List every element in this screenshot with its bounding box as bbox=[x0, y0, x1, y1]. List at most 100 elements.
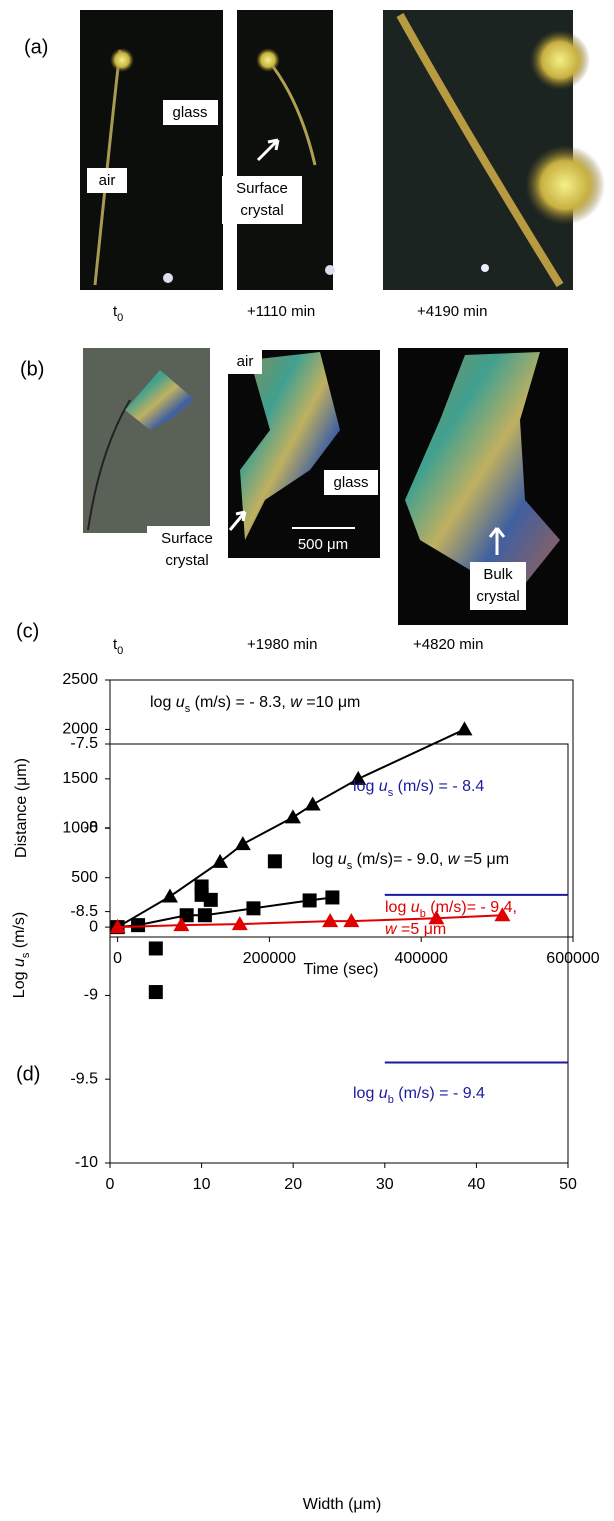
text-part: 0 bbox=[117, 645, 123, 657]
text-part: u bbox=[176, 694, 185, 711]
x-tick-label: 30 bbox=[376, 1176, 394, 1193]
y-tick-label: -8.5 bbox=[70, 903, 98, 920]
photo-label: air bbox=[237, 353, 254, 370]
photo-label: Surface bbox=[161, 530, 213, 547]
panel-label: (b) bbox=[20, 358, 44, 380]
text-part: (m/s) bbox=[11, 912, 28, 953]
x-tick-label: 50 bbox=[559, 1176, 577, 1193]
y-tick-label: -8 bbox=[84, 819, 98, 836]
annotation: log us (m/s) = - 8.4 bbox=[353, 778, 484, 799]
scale-label: 500 μm bbox=[298, 536, 348, 553]
data-point bbox=[246, 901, 261, 916]
text-part: (m/s) = - 8.3, bbox=[190, 694, 290, 711]
label-box bbox=[470, 562, 526, 610]
photo bbox=[383, 10, 605, 290]
photo-label: glass bbox=[333, 474, 368, 491]
data-point bbox=[456, 721, 473, 736]
annotation: log ub (m/s)= - 9.4, bbox=[385, 899, 517, 920]
text-part: =5 μm bbox=[397, 921, 447, 938]
data-point bbox=[212, 853, 229, 868]
time-label: +4820 min bbox=[413, 636, 483, 653]
x-tick-label: 0 bbox=[113, 950, 122, 967]
data-point bbox=[343, 913, 360, 928]
text-part: b bbox=[420, 908, 426, 920]
x-tick-label: 400000 bbox=[395, 950, 448, 967]
text-part: (m/s) = - 8.4 bbox=[393, 778, 484, 795]
data-point bbox=[350, 770, 367, 785]
data-point bbox=[161, 888, 178, 903]
photo bbox=[398, 348, 568, 625]
data-point bbox=[203, 892, 218, 907]
y-tick-label: -7.5 bbox=[70, 735, 98, 752]
text-part: +1980 min bbox=[247, 636, 317, 653]
text-part: u bbox=[379, 1085, 388, 1102]
data-point bbox=[148, 985, 163, 1000]
data-point bbox=[302, 893, 317, 908]
data-point bbox=[109, 919, 126, 934]
y-tick-label: 1500 bbox=[62, 770, 98, 787]
annotation: log us (m/s) = - 8.3, w =10 μm bbox=[150, 694, 360, 715]
time-label: +1980 min bbox=[247, 636, 317, 653]
arrow bbox=[488, 527, 506, 555]
text-part: u bbox=[11, 958, 28, 967]
text-part: log bbox=[150, 694, 176, 711]
text-part: Log bbox=[11, 967, 28, 998]
text-part: s bbox=[185, 703, 191, 715]
text-part: 0 bbox=[117, 312, 123, 324]
x-tick-label: 600000 bbox=[546, 950, 599, 967]
y-tick-label: 2000 bbox=[62, 721, 98, 738]
photo bbox=[80, 10, 223, 290]
annotation: w =5 μm bbox=[385, 921, 446, 938]
panel-label: (c) bbox=[16, 620, 39, 642]
photo bbox=[83, 348, 210, 533]
arrow bbox=[256, 138, 280, 162]
data-point bbox=[325, 890, 340, 905]
series-line bbox=[117, 728, 465, 928]
text-part: w bbox=[448, 851, 461, 868]
x-axis-label: Width (μm) bbox=[303, 1496, 382, 1513]
x-tick-label: 10 bbox=[193, 1176, 211, 1193]
text-part: =10 μm bbox=[302, 694, 361, 711]
text-part: Time (sec) bbox=[304, 961, 379, 978]
y-tick-label: 1000 bbox=[62, 819, 98, 836]
data-point bbox=[494, 907, 511, 922]
label-box bbox=[147, 526, 227, 574]
y-tick-label: -9 bbox=[84, 987, 98, 1004]
text-part: (m/s)= - 9.0, bbox=[352, 851, 448, 868]
data-point bbox=[234, 836, 251, 851]
text-part: +4820 min bbox=[413, 636, 483, 653]
text-part: log bbox=[312, 851, 338, 868]
time-label: t0 bbox=[113, 303, 123, 324]
y-axis-label: Log us (m/s) bbox=[11, 912, 32, 998]
photo-label: crystal bbox=[476, 588, 519, 605]
text-part: t bbox=[113, 303, 118, 320]
photo bbox=[237, 10, 335, 290]
data-point bbox=[428, 910, 445, 925]
text-part: Distance (μm) bbox=[13, 758, 30, 858]
y-tick-label: 500 bbox=[71, 869, 98, 886]
x-tick-label: 20 bbox=[284, 1176, 302, 1193]
photo-label: crystal bbox=[240, 202, 283, 219]
x-tick-label: 40 bbox=[468, 1176, 486, 1193]
photo-label: air bbox=[99, 172, 116, 189]
text-part: Width (μm) bbox=[303, 1496, 382, 1513]
data-point bbox=[179, 908, 194, 923]
text-part: log bbox=[353, 778, 379, 795]
text-part: log bbox=[353, 1085, 379, 1102]
text-part: u bbox=[379, 778, 388, 795]
data-point bbox=[148, 941, 163, 956]
time-label: +4190 min bbox=[417, 303, 487, 320]
label-box bbox=[87, 168, 127, 193]
text-part: w bbox=[385, 921, 398, 938]
label-box bbox=[324, 470, 378, 495]
text-part: =5 μm bbox=[459, 851, 509, 868]
arrow bbox=[228, 510, 247, 531]
photo bbox=[228, 350, 380, 558]
y-tick-label: -9.5 bbox=[70, 1070, 98, 1087]
time-label: t0 bbox=[113, 636, 123, 657]
data-point bbox=[304, 796, 321, 811]
text-part: u bbox=[338, 851, 347, 868]
annotation: log ub (m/s) = - 9.4 bbox=[353, 1085, 485, 1106]
